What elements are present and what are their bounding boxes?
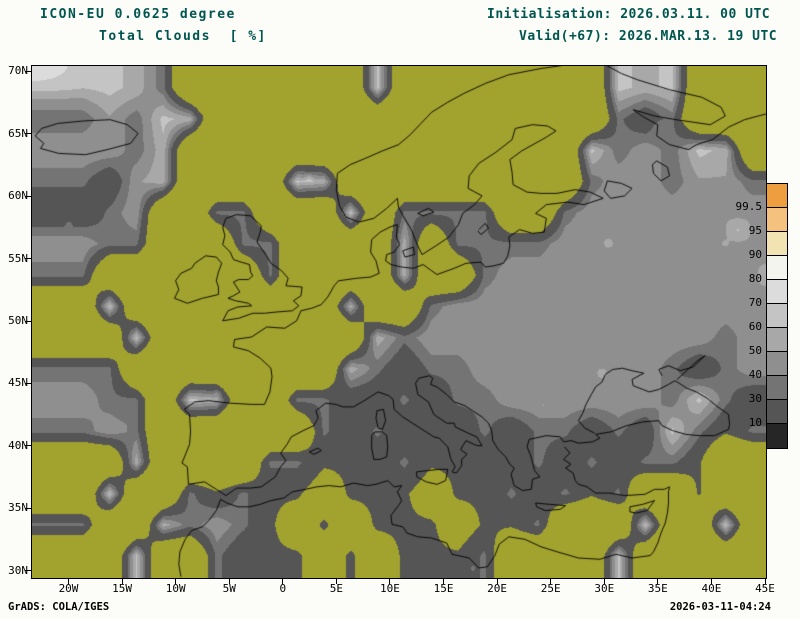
lon-tick-label: 10W xyxy=(165,582,186,595)
lon-tick-label: 45E xyxy=(755,582,775,595)
lon-tick-label: 15W xyxy=(112,582,133,595)
colorbar-labels: 99.5 95 90 80 70 60 50 40 30 10 xyxy=(690,183,763,449)
colorbar-label: 99.5 xyxy=(735,200,763,213)
lon-tick-mark xyxy=(764,579,766,584)
lon-tick-mark xyxy=(710,579,712,584)
lon-tick-label: 20W xyxy=(58,582,79,595)
colorbar-segment xyxy=(767,232,787,256)
lon-tick-label: 40E xyxy=(701,582,722,595)
lon-tick-mark xyxy=(496,579,498,584)
lon-tick-mark xyxy=(68,579,69,584)
colorbar-segment xyxy=(767,352,787,376)
colorbar-label: 10 xyxy=(748,416,762,429)
colorbar-label: 70 xyxy=(748,296,762,309)
lon-tick-label: 35E xyxy=(647,582,668,595)
lon-tick-mark xyxy=(228,579,230,584)
colorbar-label: 90 xyxy=(748,248,762,261)
lat-tick-label: 60N xyxy=(8,189,28,203)
generation-timestamp: 2026-03-11-04:24 xyxy=(669,601,771,613)
lat-tick-label: 30N xyxy=(8,563,28,577)
lon-tick-mark xyxy=(282,579,284,584)
colorbar-segment xyxy=(767,208,787,232)
lon-tick-mark xyxy=(389,579,391,584)
colorbar-label: 40 xyxy=(748,368,762,381)
colorbar-label: 80 xyxy=(748,272,762,285)
lon-tick-mark xyxy=(443,579,445,584)
lat-tick-label: 55N xyxy=(8,251,28,265)
colorbar-segment xyxy=(767,256,787,280)
lon-tick-mark xyxy=(175,579,177,584)
lat-tick-label: 40N xyxy=(8,438,28,452)
lon-tick-mark xyxy=(657,579,659,584)
lat-tick-label: 35N xyxy=(8,501,28,515)
colorbar-segment xyxy=(767,304,787,328)
product-title: Total Clouds [ %] xyxy=(99,29,267,44)
lon-tick-label: 10E xyxy=(380,582,400,595)
colorbar-segment xyxy=(767,376,787,400)
cloud-cover-map-canvas xyxy=(32,66,766,578)
lon-tick-label: 30E xyxy=(594,582,615,595)
map-frame xyxy=(31,65,767,579)
grads-credit: GrADS: COLA/IGES xyxy=(8,601,110,613)
colorbar xyxy=(766,183,788,449)
lon-tick-mark xyxy=(603,579,605,584)
lon-tick-label: 0 xyxy=(279,582,287,595)
colorbar-segment xyxy=(767,328,787,352)
colorbar-label: 95 xyxy=(748,224,762,237)
lon-tick-label: 25E xyxy=(540,582,561,595)
lat-tick-label: 70N xyxy=(8,64,28,78)
valid-time: Valid(+67): 2026.MAR.13. 19 UTC xyxy=(519,29,778,44)
lat-tick-label: 65N xyxy=(8,126,28,140)
lon-tick-label: 20E xyxy=(487,582,508,595)
lat-tick-label: 45N xyxy=(8,376,28,390)
colorbar-segment xyxy=(767,184,787,208)
lon-tick-label: 15E xyxy=(433,582,454,595)
colorbar-label: 50 xyxy=(748,344,762,357)
colorbar-label: 30 xyxy=(748,392,762,405)
lat-tick-label: 50N xyxy=(8,314,28,327)
lon-tick-mark xyxy=(550,579,552,584)
colorbar-segment xyxy=(767,400,787,424)
colorbar-segment xyxy=(767,280,787,304)
colorbar-label: 60 xyxy=(748,320,762,333)
initialisation-time: Initialisation: 2026.03.11. 00 UTC xyxy=(487,7,771,22)
colorbar-segment xyxy=(767,424,787,448)
lon-tick-label: 5E xyxy=(329,582,343,595)
model-title: ICON-EU 0.0625 degree xyxy=(40,7,236,22)
lon-tick-label: 5W xyxy=(222,582,236,595)
lon-tick-mark xyxy=(335,579,337,584)
lon-tick-mark xyxy=(121,579,123,584)
